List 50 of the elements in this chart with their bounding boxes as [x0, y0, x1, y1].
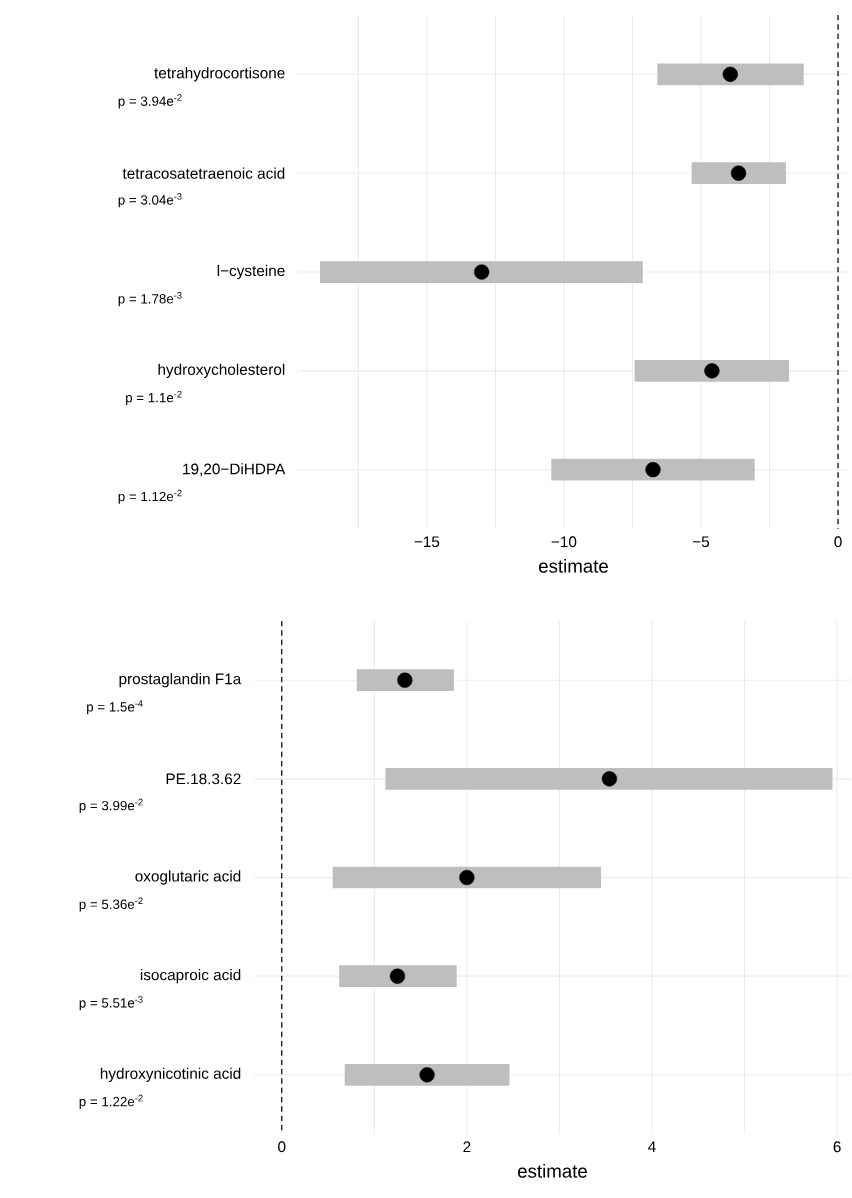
y-tick-label: oxoglutaric acid [135, 870, 241, 885]
text: p = 1.78e$^{-3}$ [118, 292, 182, 307]
point [731, 165, 747, 181]
text: p = 1.1e$^{-2}$ [126, 390, 182, 405]
bar [339, 965, 457, 987]
bar [332, 866, 602, 889]
y-tick-label: hydroxycholesterol [158, 363, 285, 378]
bar [320, 261, 644, 283]
y-tick-label: hydroxynicotinic acid [101, 1067, 241, 1082]
x-axis-title: estimate [518, 1164, 588, 1178]
bar [356, 669, 455, 692]
text: p = 3.04e$^{-3}$ [118, 193, 182, 208]
x-tick-label: 4 [648, 1141, 657, 1152]
text: p = 3.99e$^{-2}$ [79, 798, 143, 813]
x-tick-label: 0 [834, 536, 842, 548]
x-tick-label: 2 [463, 1141, 471, 1153]
point [722, 66, 739, 82]
y-tick-label: tetracosatetraenoic acid [122, 167, 285, 179]
point [645, 462, 661, 478]
y-tick-label: PE.18.3.62 [166, 773, 241, 785]
x-axis-title: estimate [539, 559, 609, 573]
point [390, 968, 406, 984]
bar [385, 767, 833, 790]
y-tick-label: isocaproic acid [141, 969, 241, 984]
text: p = 5.36e$^{-2}$ [79, 897, 143, 912]
point [397, 672, 413, 688]
x-tick-label: 0 [278, 1141, 286, 1153]
bar [634, 359, 790, 382]
bar [691, 162, 787, 185]
bar [344, 1063, 510, 1086]
y-tick-label: 19,20−DiHDPA [183, 463, 286, 477]
text: p = 1.5e$^{-4}$ [87, 700, 144, 715]
point [459, 869, 475, 886]
point [704, 363, 720, 379]
text: p = 1.12e$^{-2}$ [118, 489, 182, 504]
point [419, 1067, 435, 1083]
bar [657, 63, 804, 86]
y-tick-label: l−cysteine [217, 264, 285, 280]
y-tick-label: prostaglandin F1a [119, 673, 242, 688]
x-tick-label: 6 [833, 1141, 841, 1153]
x-tick-label: −5 [693, 536, 710, 548]
y-tick-label: tetrahydrocortisone [154, 67, 285, 82]
bar [551, 458, 755, 481]
point [474, 264, 490, 280]
text: p = 5.51e$^{-3}$ [79, 996, 143, 1011]
text: p = 1.22e$^{-2}$ [79, 1094, 143, 1109]
text: p = 3.94e$^{-2}$ [118, 94, 182, 109]
x-tick-label: −15 [414, 536, 440, 548]
x-tick-label: −10 [551, 536, 577, 548]
point [602, 771, 618, 787]
